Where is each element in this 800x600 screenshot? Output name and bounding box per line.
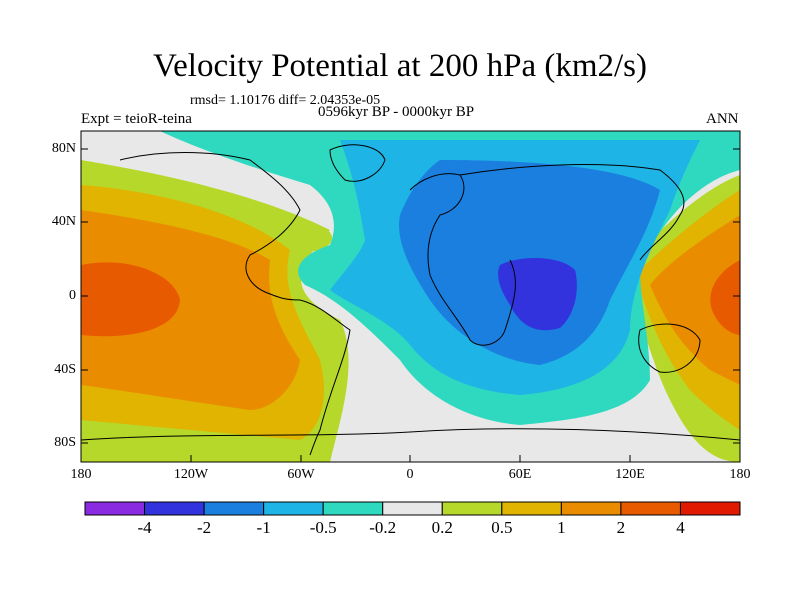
colorbar-swatch — [501, 501, 562, 516]
colorbar-label: -4 — [137, 518, 152, 537]
colorbar-label: 2 — [616, 518, 626, 537]
colorbar-swatch — [560, 501, 622, 516]
coast-asia — [459, 164, 685, 261]
period-label: 0596kyr BP - 0000kyr BP — [318, 104, 475, 120]
pos2-region-pacific — [81, 262, 180, 337]
lon-tick-label: 120W — [173, 467, 209, 482]
pos-region-atlantic — [280, 224, 332, 252]
season-label: ANN — [706, 111, 739, 127]
coast-antarctica — [81, 428, 740, 441]
lat-tick-label: 80N — [51, 141, 76, 156]
neg2-region-core — [498, 258, 577, 331]
colorbar-label: 4 — [676, 518, 685, 537]
lon-tick-label: 60E — [508, 467, 532, 482]
lat-tick-label: 0 — [69, 288, 76, 303]
lon-tick-label: 180 — [70, 467, 92, 482]
lon-tick-label: 120E — [615, 467, 645, 482]
coast-australia — [638, 323, 701, 373]
axis-ticks — [80, 148, 741, 462]
lon-tick-label: 0 — [406, 467, 414, 482]
lon-tick-label: 180 — [729, 467, 751, 482]
pos1-region-pacific — [81, 210, 300, 410]
coast-greenland — [329, 144, 386, 182]
coast-south-america — [299, 299, 351, 456]
colorbar-swatch — [322, 501, 384, 516]
colorbar-swatch — [620, 501, 681, 516]
colorbar-label: -0.5 — [309, 518, 337, 537]
colorbar-swatch — [679, 501, 741, 516]
map-title: Velocity Potential at 200 hPa (km2/s) — [152, 48, 648, 84]
coast-north-america — [119, 152, 301, 301]
lat-tick-label: 80S — [54, 435, 76, 450]
colorbar-swatch — [263, 501, 324, 516]
colorbar-swatch — [144, 501, 205, 516]
colorbar-label: -2 — [196, 518, 212, 537]
contour-field — [81, 131, 740, 462]
experiment-label: Expt = teioR-teina — [81, 111, 192, 127]
colorbar-swatch — [382, 501, 443, 516]
colorbar-swatch — [84, 501, 146, 516]
colorbar-label: 0.5 — [491, 518, 513, 537]
pos2-region-west-pacific — [710, 260, 740, 335]
colorbar-label: 0.2 — [431, 518, 453, 537]
colorbar — [84, 501, 741, 516]
colorbar-swatch — [441, 501, 503, 516]
coastlines — [81, 144, 740, 456]
colorbar-label: -1 — [256, 518, 271, 537]
pos1-region-west-pacific — [650, 215, 740, 385]
lat-tick-label: 40N — [51, 214, 76, 229]
stats-line: rmsd= 1.10176 diff= 2.04353e-05 — [190, 93, 381, 108]
colorbar-label: -0.2 — [369, 518, 397, 537]
lon-tick-label: 60W — [287, 467, 315, 482]
colorbar-label: 1 — [557, 518, 566, 537]
lat-tick-label: 40S — [54, 362, 76, 377]
colorbar-swatch — [203, 501, 265, 516]
